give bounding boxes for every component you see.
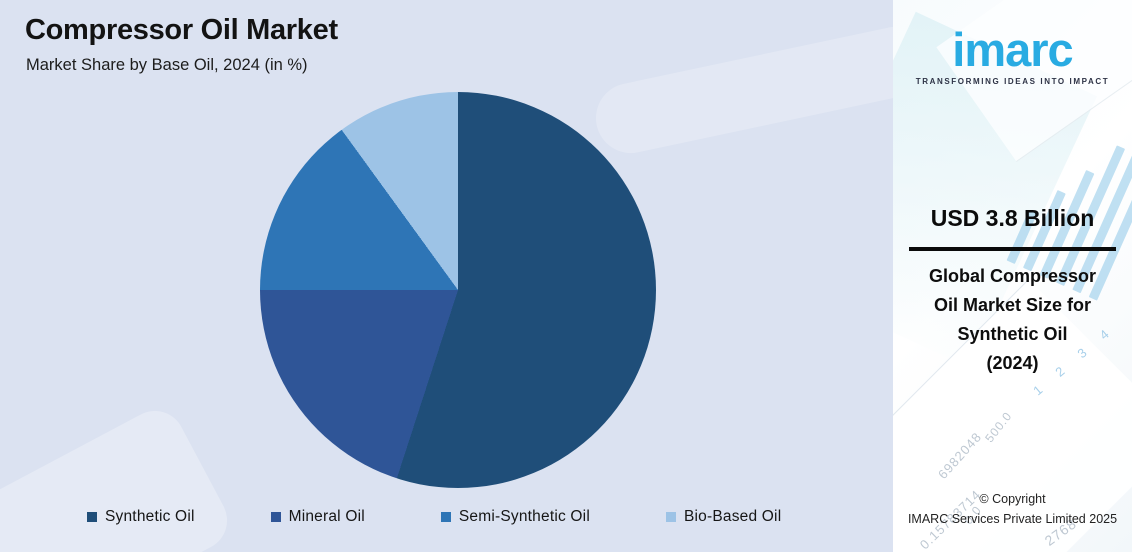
legend-swatch (270, 512, 281, 522)
copyright-line: IMARC Services Private Limited 2025 (907, 512, 1118, 527)
legend-label: Semi-Synthetic Oil (458, 508, 590, 525)
copyright-line: © Copyright (979, 491, 1046, 506)
market-size-value: USD 3.8 Billion (930, 205, 1095, 231)
legend-item-synthetic-oil: Synthetic Oil (87, 508, 195, 526)
imarc-logo: imarc (952, 23, 1073, 76)
legend-item-bio-based-oil: Bio-Based Oil (665, 508, 782, 526)
copyright-notice: © Copyright IMARC Services Private Limit… (893, 489, 1132, 530)
chart-legend: Synthetic Oil Mineral Oil Semi-Synthetic… (0, 508, 893, 526)
legend-item-semi-synthetic-oil: Semi-Synthetic Oil (440, 508, 590, 526)
decor-swoosh-bottom-left (0, 400, 238, 552)
legend-swatch (440, 512, 451, 522)
market-size-description: Global Compressor Oil Market Size for Sy… (893, 262, 1132, 379)
divider (909, 247, 1116, 251)
description-line: (2024) (986, 353, 1039, 374)
legend-swatch (665, 512, 676, 522)
imarc-logo-block: imarc TRANSFORMING IDEAS INTO IMPACT (893, 26, 1132, 86)
description-line: Oil Market Size for (933, 295, 1092, 316)
brand-sidebar: 1 2 3 4 500.0 0.0 6982048 0.15783714 276… (893, 0, 1132, 552)
legend-label: Synthetic Oil (105, 508, 195, 525)
page-title: Compressor Oil Market (25, 14, 338, 46)
decor-swoosh-top-right (589, 20, 893, 160)
imarc-tagline: TRANSFORMING IDEAS INTO IMPACT (915, 77, 1110, 86)
chart-subtitle: Market Share by Base Oil, 2024 (in %) (26, 56, 308, 74)
legend-label: Bio-Based Oil (683, 508, 782, 525)
legend-item-mineral-oil: Mineral Oil (270, 508, 365, 526)
legend-label: Mineral Oil (288, 508, 365, 525)
description-line: Global Compressor (928, 266, 1097, 286)
description-line: Synthetic Oil (957, 324, 1068, 345)
pie-chart (260, 92, 656, 488)
chart-area: Compressor Oil Market Market Share by Ba… (0, 14, 893, 552)
legend-swatch (87, 512, 97, 522)
